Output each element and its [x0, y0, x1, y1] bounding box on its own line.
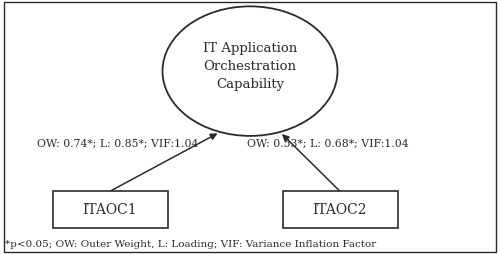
- FancyBboxPatch shape: [282, 191, 398, 228]
- Text: ITAOC1: ITAOC1: [82, 202, 138, 217]
- Text: *p<0.05; OW: Outer Weight, L: Loading; VIF: Variance Inflation Factor: *p<0.05; OW: Outer Weight, L: Loading; V…: [5, 241, 376, 249]
- FancyBboxPatch shape: [52, 191, 168, 228]
- Text: IT Application
Orchestration
Capability: IT Application Orchestration Capability: [203, 42, 297, 90]
- Text: OW: 0.53*; L: 0.68*; VIF:1.04: OW: 0.53*; L: 0.68*; VIF:1.04: [246, 138, 408, 149]
- Text: ITAOC2: ITAOC2: [313, 202, 367, 217]
- Text: OW: 0.74*; L: 0.85*; VIF:1.04: OW: 0.74*; L: 0.85*; VIF:1.04: [37, 138, 198, 149]
- Ellipse shape: [162, 6, 338, 136]
